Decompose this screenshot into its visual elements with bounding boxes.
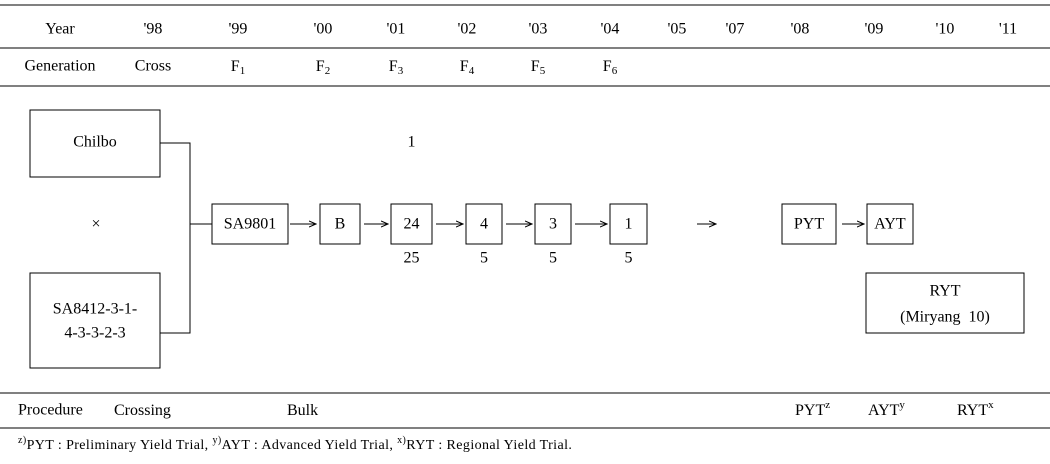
year: '04: [601, 21, 620, 38]
generation-sub: 1: [240, 65, 246, 77]
generation: F6: [603, 58, 618, 77]
generation-base: F: [389, 58, 398, 75]
parent-box: [29, 109, 161, 178]
generation: F2: [316, 58, 330, 77]
year: '98: [144, 21, 163, 38]
step-box: [866, 203, 914, 245]
procedure-item: Crossing: [114, 402, 171, 419]
step-below: 5: [549, 250, 557, 267]
year: '01: [387, 21, 406, 38]
step-label: 1: [625, 216, 633, 233]
parent-box: [29, 272, 161, 369]
parent-label: Chilbo: [73, 134, 117, 151]
generation-base: F: [231, 58, 240, 75]
year: '10: [936, 21, 955, 38]
procedure-text: AYT: [868, 402, 900, 419]
ryt-label: (Miryang 10): [900, 309, 990, 326]
step-below: 25: [404, 250, 420, 267]
cross-symbol: ×: [91, 216, 100, 233]
generation-base: F: [603, 58, 612, 75]
step-label: 3: [549, 216, 557, 233]
year-label: Year: [45, 21, 75, 38]
generation: F5: [531, 58, 546, 77]
procedure-item: RYTx: [957, 399, 994, 419]
footnote-mark: y): [212, 435, 221, 446]
step-box: [319, 203, 361, 245]
generation-base: F: [316, 58, 325, 75]
ryt-label: RYT: [929, 283, 960, 300]
generation: F1: [231, 58, 245, 77]
step-label: B: [335, 216, 346, 233]
year: '07: [726, 21, 745, 38]
step-label: PYT: [794, 216, 824, 233]
footnote-mark: x): [397, 435, 406, 446]
generation-sub: 2: [325, 65, 331, 77]
generation: F3: [389, 58, 404, 77]
generation-sub: 6: [612, 65, 618, 77]
footnote-text: AYT : Advanced Yield Trial,: [222, 438, 398, 453]
ryt-box: [865, 272, 1025, 334]
step-box: [465, 203, 503, 245]
step-label: SA9801: [224, 216, 276, 233]
procedure-label: Procedure: [18, 402, 83, 419]
step-below: 5: [625, 250, 633, 267]
footnote-mark: z): [18, 435, 27, 446]
procedure-sup: z: [825, 399, 830, 411]
year: '03: [529, 21, 548, 38]
procedure-sup: x: [988, 399, 994, 411]
procedure-text: Bulk: [287, 402, 318, 419]
connector: [160, 142, 212, 334]
procedure-text: Crossing: [114, 402, 171, 419]
footnote: z)PYT : Preliminary Yield Trial, y)AYT :…: [18, 435, 572, 453]
procedure-sup: y: [899, 399, 905, 411]
generation: F4: [460, 58, 475, 77]
step-below: 5: [480, 250, 488, 267]
footnote-text: RYT : Regional Yield Trial.: [406, 438, 572, 453]
year: '00: [314, 21, 333, 38]
procedure-text: PYT: [795, 402, 825, 419]
procedure-item: PYTz: [795, 399, 830, 419]
step-box: [609, 203, 648, 245]
step-label: 4: [480, 216, 488, 233]
year: '99: [229, 21, 248, 38]
generation: Cross: [135, 58, 171, 75]
step-box: [211, 203, 289, 245]
parent-label: 4-3-3-2-3: [64, 325, 125, 342]
footnote-text: PYT : Preliminary Yield Trial,: [27, 438, 213, 453]
procedure-text: RYT: [957, 402, 988, 419]
procedure-item: Bulk: [287, 402, 318, 419]
step-box: [390, 203, 433, 245]
year: '02: [458, 21, 477, 38]
step-label: AYT: [874, 216, 906, 233]
step-above: 1: [408, 134, 416, 151]
year: '05: [668, 21, 687, 38]
step-label: 24: [404, 216, 420, 233]
parent-label: SA8412-3-1-: [53, 301, 137, 318]
generation-sub: 3: [398, 65, 404, 77]
generation-base: F: [531, 58, 540, 75]
procedure-item: AYTy: [868, 399, 905, 419]
step-box: [534, 203, 572, 245]
generation-sub: 5: [540, 65, 546, 77]
year: '09: [865, 21, 884, 38]
generation-sub: 4: [469, 65, 475, 77]
year: '11: [999, 21, 1017, 38]
generation-base: F: [460, 58, 469, 75]
year: '08: [791, 21, 810, 38]
step-box: [781, 203, 837, 245]
generation-label: Generation: [24, 58, 95, 75]
